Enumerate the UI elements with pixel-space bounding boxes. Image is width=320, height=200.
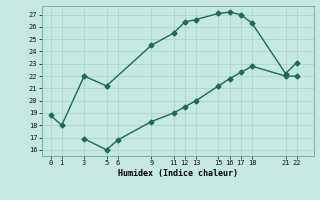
- X-axis label: Humidex (Indice chaleur): Humidex (Indice chaleur): [118, 169, 237, 178]
